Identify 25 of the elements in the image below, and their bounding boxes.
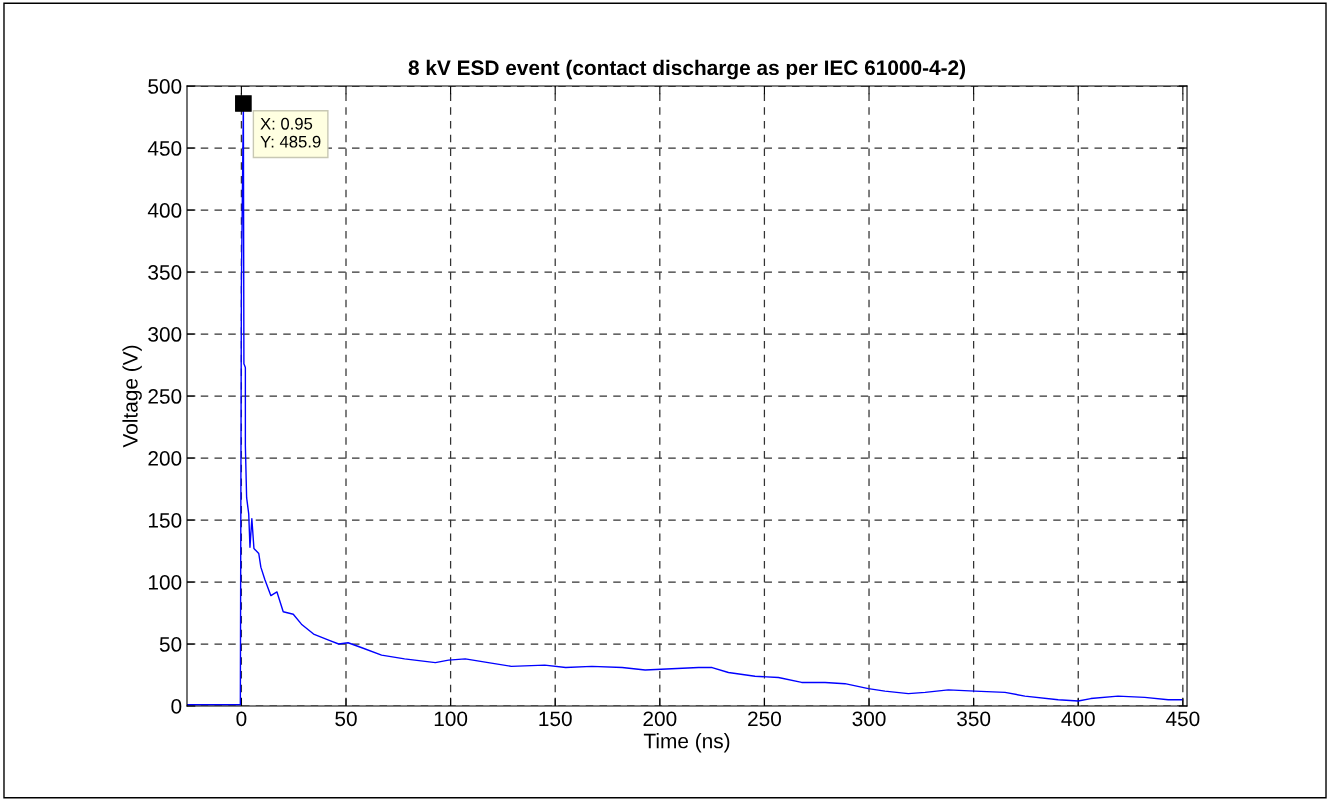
y-tick-label: 400 — [147, 203, 182, 218]
chart-title: 8 kV ESD event (contact discharge as per IEC 61000-4-2) — [408, 59, 966, 80]
x-tick-label: 350 — [957, 711, 991, 727]
x-tick-label: 150 — [539, 711, 572, 727]
y-tick-label: 50 — [159, 637, 182, 652]
x-tick-label: 0 — [236, 711, 247, 727]
y-tick-label: 500 — [148, 79, 182, 94]
y-tick-label: 350 — [148, 265, 182, 280]
x-tick-label: 50 — [335, 711, 357, 727]
x-tick-label: 450 — [1165, 711, 1200, 727]
y-tick-label: 100 — [148, 575, 182, 590]
x-tick-label: 250 — [748, 711, 781, 727]
x-tick-label: 300 — [852, 711, 886, 727]
y-tick-label: 150 — [148, 513, 182, 528]
x-tick-label: 400 — [1061, 711, 1095, 727]
y-tick-label: 200 — [148, 451, 182, 466]
y-tick-label: 450 — [147, 141, 182, 156]
y-tick-label: 0 — [171, 699, 182, 714]
x-tick-label: 100 — [434, 711, 468, 727]
x-tick-label: 200 — [643, 711, 677, 727]
y-tick-label: 250 — [148, 389, 182, 404]
y-tick-label: 300 — [148, 327, 182, 342]
x-axis-title: Time (ns) — [643, 733, 730, 753]
y-axis-title: Voltage (V) — [122, 345, 142, 448]
annotation: X: 0.95 Y: 485.9 — [260, 117, 321, 148]
